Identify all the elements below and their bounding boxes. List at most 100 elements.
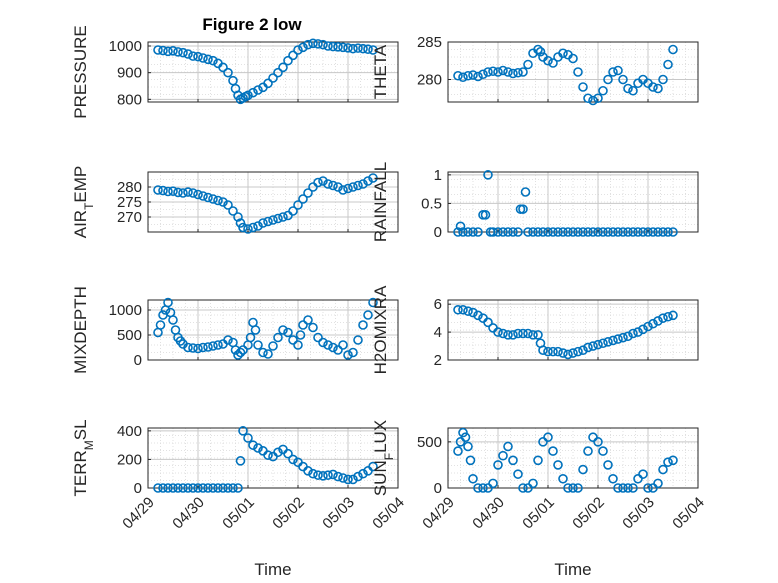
data-point	[158, 45, 168, 56]
data-point	[593, 227, 603, 237]
data-point	[193, 189, 203, 200]
data-point	[508, 455, 518, 466]
data-point	[233, 350, 243, 360]
data-point	[578, 82, 588, 92]
data-point	[668, 455, 678, 466]
data-point	[233, 212, 243, 222]
data-point	[323, 179, 333, 189]
data-point	[503, 441, 513, 452]
data-point	[278, 62, 288, 73]
data-point	[323, 41, 333, 51]
data-point	[658, 464, 668, 475]
data-point	[608, 335, 618, 346]
data-point	[228, 206, 238, 216]
data-point	[153, 483, 163, 493]
data-point	[268, 73, 278, 83]
data-point	[608, 473, 618, 484]
axes-box	[147, 41, 399, 103]
data-point	[573, 346, 583, 357]
data-point	[578, 227, 588, 237]
data-point	[343, 183, 353, 194]
data-point	[455, 221, 466, 232]
data-point	[558, 348, 568, 358]
data-point	[338, 473, 348, 483]
data-point	[358, 468, 368, 479]
data-point	[533, 227, 543, 237]
data-point	[368, 45, 378, 55]
data-point	[568, 53, 578, 64]
data-point	[353, 335, 363, 345]
data-point	[198, 483, 208, 493]
figure-title: Figure 2 low	[202, 15, 302, 34]
x-tick-label: 04/29	[419, 494, 458, 533]
data-point	[618, 332, 628, 343]
data-point	[588, 95, 598, 106]
data-point	[558, 48, 568, 59]
data-point	[498, 328, 508, 339]
data-point	[463, 70, 473, 81]
data-point	[468, 70, 478, 80]
data-point	[183, 483, 193, 493]
data-point	[638, 227, 648, 237]
data-point	[658, 313, 668, 323]
data-point	[533, 330, 543, 340]
data-point	[338, 42, 348, 53]
data-point	[598, 85, 608, 96]
data-point	[273, 67, 283, 78]
y-tick-label: 500	[117, 327, 142, 344]
data-point	[158, 483, 168, 493]
data-point	[493, 327, 503, 337]
x-tick-label: 04/30	[169, 494, 208, 533]
y-tick-label: 285	[417, 34, 442, 51]
data-point	[473, 483, 483, 493]
data-point	[663, 311, 673, 322]
subplot-5: 0 500 1000 MIXDEPTH	[71, 286, 399, 374]
data-point	[473, 71, 483, 82]
data-point	[245, 332, 256, 343]
data-point	[578, 345, 588, 356]
data-point	[458, 72, 468, 83]
data-point	[588, 341, 598, 351]
y-axis-label: PRESSURE	[71, 25, 90, 119]
data-point	[453, 446, 463, 456]
data-point	[493, 460, 503, 470]
data-point	[528, 227, 538, 237]
data-point	[598, 227, 608, 237]
data-point	[523, 227, 533, 237]
data-point	[493, 67, 503, 77]
data-point	[333, 182, 343, 192]
data-point	[648, 82, 658, 92]
data-point	[353, 43, 363, 53]
data-point	[173, 483, 183, 493]
y-tick-label: 1	[434, 167, 442, 184]
data-point	[498, 450, 508, 461]
data-point	[508, 227, 518, 237]
data-point	[288, 454, 298, 465]
y-tick-label: 800	[117, 91, 142, 108]
y-tick-label: 400	[117, 423, 142, 440]
data-point	[213, 483, 223, 493]
data-point	[293, 200, 303, 210]
x-tick-label: 05/01	[219, 494, 258, 533]
data-point	[318, 176, 328, 186]
data-point	[193, 483, 203, 493]
data-point	[303, 188, 313, 198]
data-point	[465, 455, 476, 466]
data-point	[663, 227, 673, 237]
data-point	[348, 474, 358, 485]
data-point	[668, 44, 678, 55]
data-point	[563, 349, 573, 360]
data-point	[458, 427, 468, 438]
data-point	[458, 304, 468, 315]
y-axis-label: AIRTEMP	[71, 166, 96, 239]
data-point	[248, 440, 258, 450]
data-point	[353, 471, 363, 482]
x-axis-label: Time	[554, 560, 591, 579]
data-point	[168, 483, 178, 493]
data-point	[163, 186, 173, 197]
data-point	[498, 65, 508, 76]
data-point	[548, 227, 558, 237]
